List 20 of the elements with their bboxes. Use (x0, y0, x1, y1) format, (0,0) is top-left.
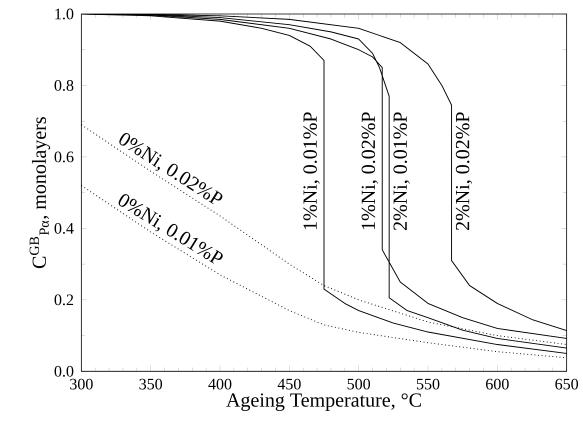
x-axis-title: Ageing Temperature, °C (226, 393, 421, 411)
x-tick-label: 300 (70, 378, 93, 390)
y-tick-label: 0.2 (54, 294, 74, 306)
text: 1%Ni, 0.02%P (362, 112, 378, 230)
text: 1%Ni, 0.01%P (303, 112, 320, 230)
y-tick-label: 0.4 (54, 222, 74, 234)
x-tick-label: 600 (486, 378, 509, 390)
text: 2%Ni, 0.01%P (393, 112, 410, 230)
x-tick-label: 550 (416, 378, 440, 390)
y-tick-label: 0.0 (54, 366, 74, 377)
y-axis-title: C$^{GB}$$_{Pα}$, monolayers (30, 117, 50, 268)
text: 2%Ni, 0.02%P (456, 112, 472, 230)
y-tick-label: 0.8 (54, 80, 74, 91)
x-tick-label: 450 (278, 378, 301, 390)
y-tick-label: 0.6 (54, 151, 74, 162)
x-tick-label: 400 (208, 378, 232, 390)
x-tick-label: 500 (348, 378, 370, 390)
x-tick-label: 350 (139, 378, 162, 390)
x-tick-label: 650 (555, 378, 578, 390)
y-tick-label: 1.0 (55, 8, 74, 20)
